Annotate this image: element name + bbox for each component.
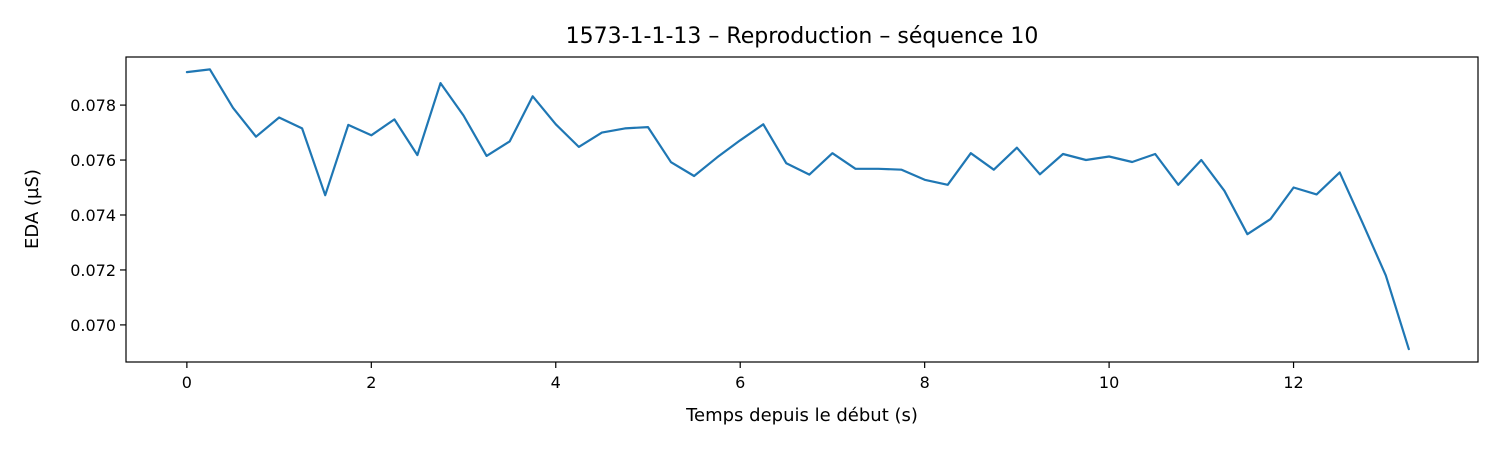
series-point	[530, 94, 535, 99]
y-tick-label: 0.076	[70, 151, 116, 170]
series-point	[1268, 217, 1273, 222]
series-point	[899, 167, 904, 172]
series-point	[323, 193, 328, 198]
series-point	[1291, 185, 1296, 190]
series-point	[715, 155, 720, 160]
y-tick-label: 0.074	[70, 206, 116, 225]
series-point	[415, 153, 420, 158]
series-point	[622, 126, 627, 131]
series-point	[507, 139, 512, 144]
series-point	[369, 133, 374, 138]
x-tick-label: 6	[735, 373, 745, 392]
series-line-0	[185, 68, 1410, 351]
series-point	[1014, 145, 1019, 150]
x-axis-label: Temps depuis le début (s)	[685, 405, 918, 426]
series-point	[761, 122, 766, 127]
series-point	[991, 167, 996, 172]
series-point	[461, 113, 466, 118]
series-layer	[184, 67, 1411, 352]
series-point	[1383, 273, 1388, 278]
series-point	[484, 153, 489, 158]
series-point	[1037, 172, 1042, 177]
series-point	[346, 122, 351, 127]
y-tick-label: 0.072	[70, 261, 116, 280]
series-point	[1107, 154, 1112, 159]
x-tick-label: 2	[366, 373, 376, 392]
series-point	[599, 130, 604, 135]
series-point	[830, 151, 835, 156]
y-tick-label: 0.070	[70, 316, 116, 335]
series-point	[576, 144, 581, 149]
series-point	[1060, 151, 1065, 156]
series-point	[669, 160, 674, 165]
series-point	[968, 151, 973, 156]
series-point	[300, 126, 305, 131]
series-point	[945, 182, 950, 187]
series-point	[922, 177, 927, 182]
series-point	[438, 81, 443, 86]
series-point	[738, 138, 743, 143]
series-point	[853, 166, 858, 171]
series-point	[1199, 158, 1204, 163]
x-tick-label: 4	[551, 373, 561, 392]
series-point	[692, 173, 697, 178]
series-point	[1222, 188, 1227, 193]
series-point	[1314, 192, 1319, 197]
series-point	[1245, 232, 1250, 237]
axes-layer: 0 2 4 6 8 10 12 0.070 0.072 0.074 0.076 0.078	[70, 96, 1304, 392]
series-point	[254, 134, 259, 139]
series-point	[1084, 158, 1089, 163]
chart-title: 1573-1-1-13 – Reproduction – séquence 10	[566, 24, 1039, 49]
series-point	[1337, 170, 1342, 175]
series-point	[184, 70, 189, 75]
plot-frame	[125, 56, 1479, 363]
series-point	[553, 122, 558, 127]
series-point	[392, 117, 397, 122]
y-axis-label: EDA (µS)	[22, 169, 43, 249]
series-point	[1176, 182, 1181, 187]
series-point	[1406, 347, 1411, 352]
series-point	[807, 172, 812, 177]
series-point	[1153, 151, 1158, 156]
x-tick-label: 12	[1283, 373, 1303, 392]
series-point	[277, 115, 282, 120]
series-point	[876, 166, 881, 171]
series-point	[645, 125, 650, 130]
series-point	[1360, 221, 1365, 226]
x-tick-label: 8	[920, 373, 930, 392]
x-tick-label: 0	[182, 373, 192, 392]
x-tick-label: 10	[1099, 373, 1119, 392]
series-point	[784, 161, 789, 166]
series-point	[1130, 159, 1135, 164]
y-tick-label: 0.078	[70, 96, 116, 115]
series-point	[230, 105, 235, 110]
plot-background	[126, 57, 1478, 362]
series-point	[207, 67, 212, 72]
